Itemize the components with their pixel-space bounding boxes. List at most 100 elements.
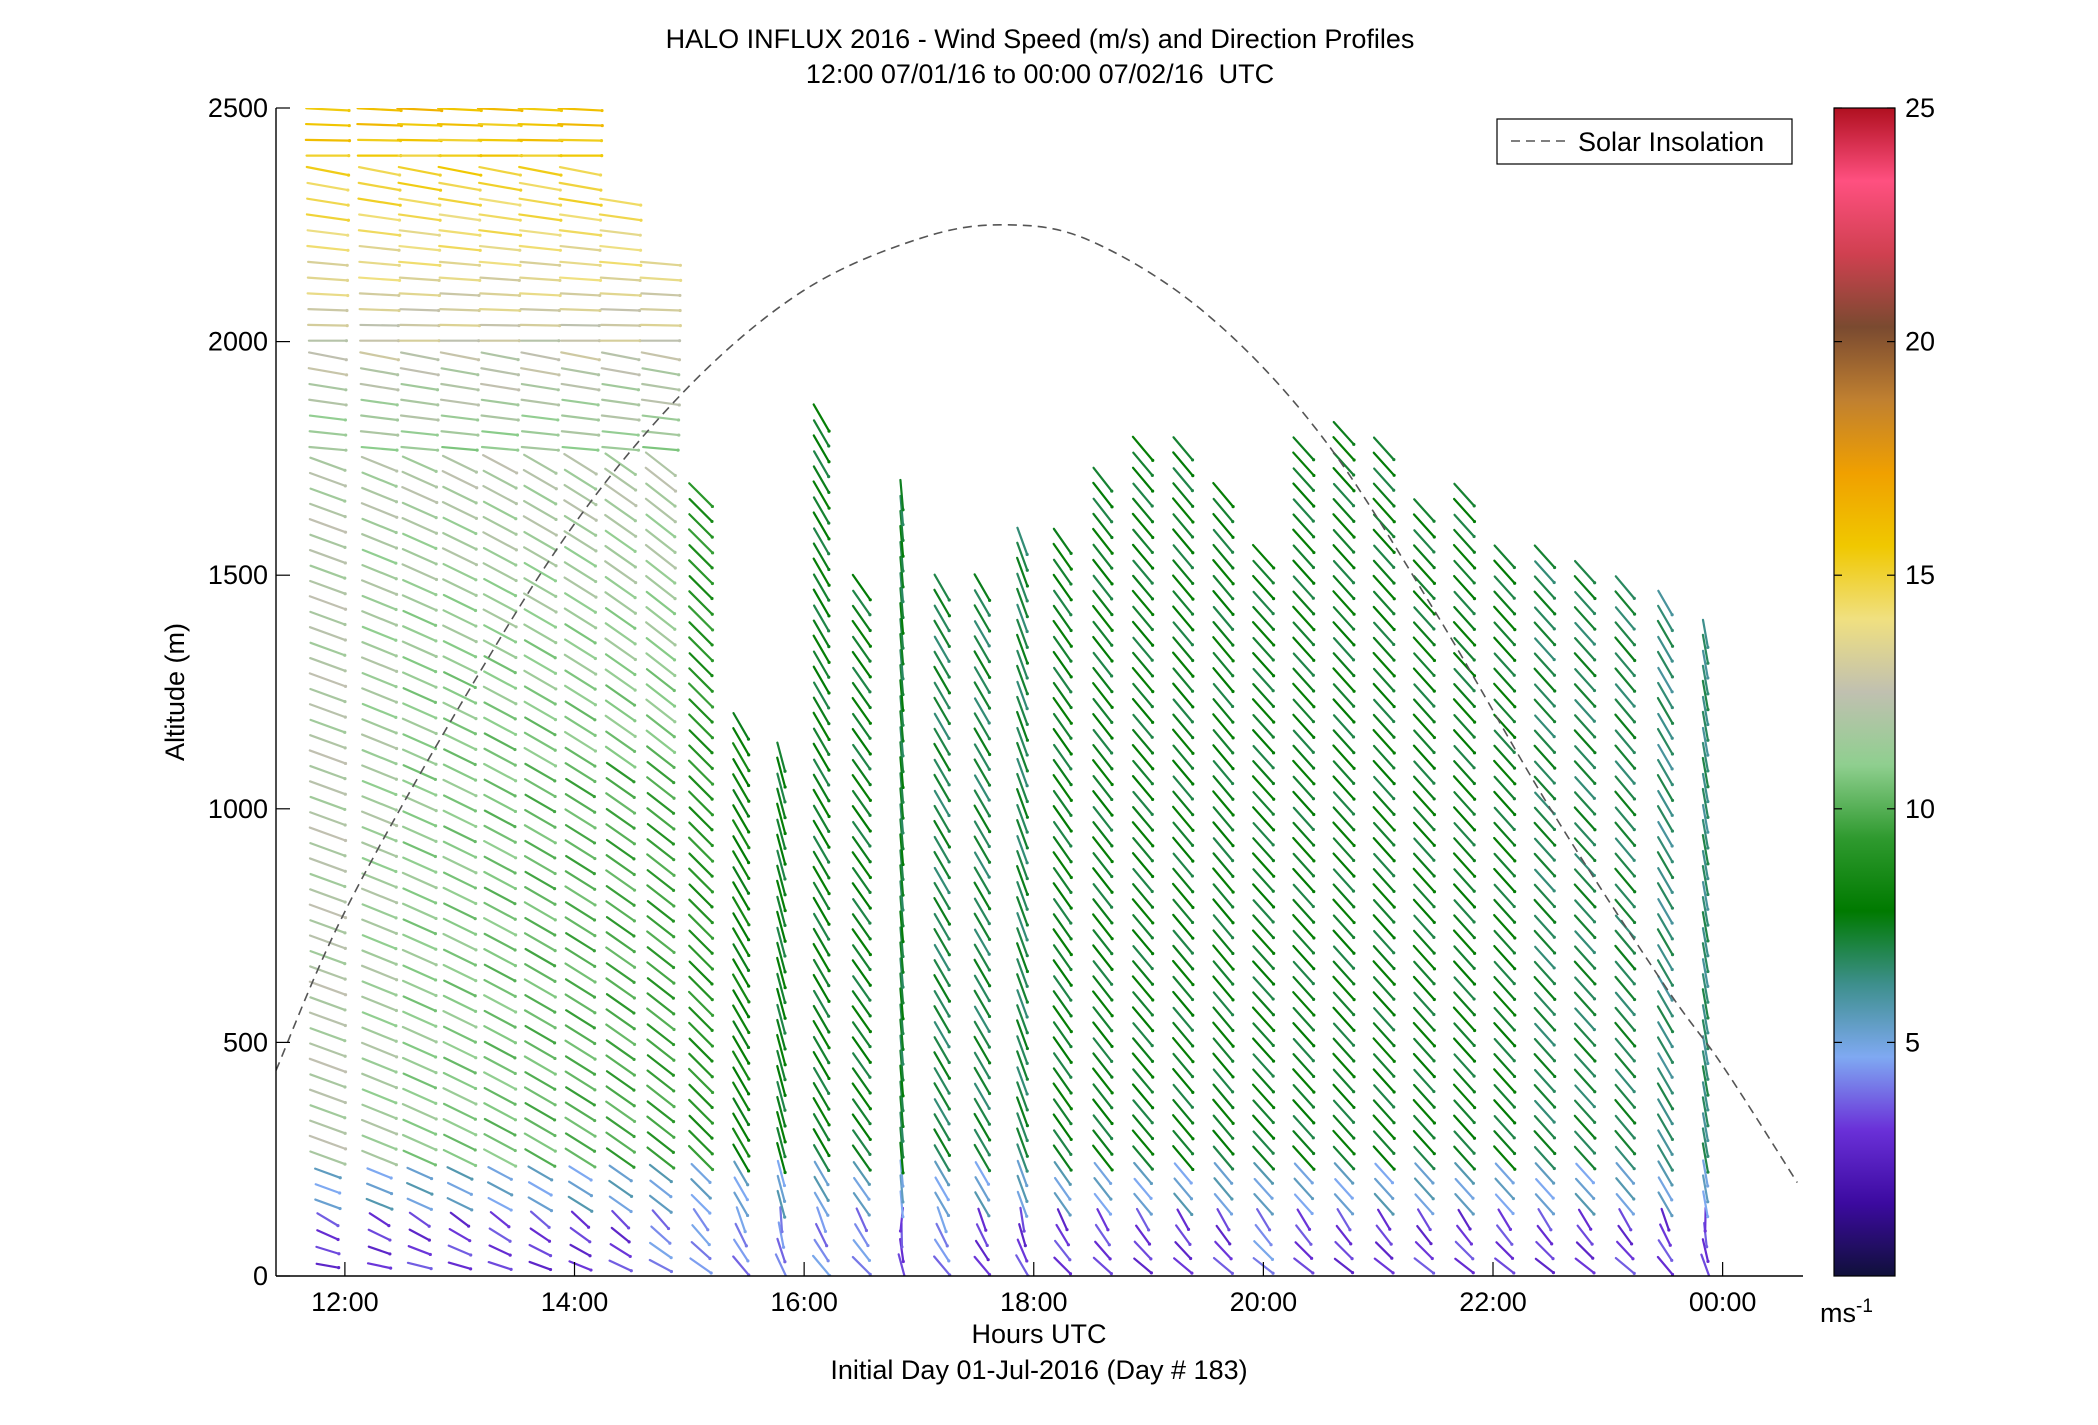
wind-vector	[520, 398, 560, 407]
wind-vector	[1332, 852, 1356, 878]
wind-vector-head	[1706, 753, 1710, 757]
wind-vector	[1372, 605, 1396, 631]
wind-vector-head	[987, 875, 991, 879]
wind-vector	[812, 1128, 831, 1157]
wind-vector-head	[1392, 581, 1396, 585]
wind-vector	[442, 1087, 478, 1106]
wind-vector	[479, 292, 521, 297]
wind-vector-head	[589, 1194, 594, 1198]
wind-vector-head	[827, 429, 831, 433]
wind-vector	[1332, 1006, 1356, 1032]
wind-vector-head	[1432, 997, 1436, 1002]
wind-vector	[1332, 760, 1355, 785]
wind-vector-head	[710, 1136, 714, 1140]
wind-vector	[646, 1023, 675, 1046]
wind-vector	[1701, 695, 1709, 726]
wind-vector	[1534, 637, 1556, 661]
wind-vector-head	[673, 520, 677, 524]
wind-vector-head	[433, 623, 438, 627]
wind-vector	[1292, 852, 1315, 877]
wind-vector-head	[394, 546, 399, 550]
wind-vector-head	[1311, 904, 1315, 909]
wind-vector-head	[1592, 1105, 1596, 1109]
wind-vector-head	[1150, 1136, 1155, 1141]
wind-vector	[973, 820, 991, 848]
wind-vector	[605, 1039, 636, 1061]
wind-vector-head	[827, 906, 831, 911]
wind-vector	[306, 292, 349, 297]
wind-vector	[933, 588, 951, 617]
wind-vector-head	[1592, 766, 1597, 770]
wind-vector-head	[474, 578, 478, 582]
wind-vector-head	[673, 566, 677, 570]
wind-vector	[438, 229, 482, 237]
wind-vector-head	[632, 1165, 636, 1169]
wind-vector-head	[1069, 921, 1073, 925]
wind-vector-head	[1231, 828, 1235, 832]
wind-vector	[852, 1192, 871, 1217]
wind-vector	[314, 1167, 342, 1179]
wind-vector	[1052, 1129, 1072, 1156]
wind-vector-head	[437, 293, 441, 298]
wind-vector	[483, 747, 517, 767]
wind-vector-head	[827, 937, 831, 941]
wind-vector-head	[1592, 950, 1596, 955]
wind-vector	[1372, 513, 1395, 538]
wind-vector	[688, 1037, 714, 1063]
wind-vector	[446, 1197, 473, 1212]
wind-vector	[1212, 574, 1234, 600]
wind-vector-head	[634, 488, 638, 492]
wind-vector	[777, 1221, 785, 1249]
colorbar-scale	[1833, 107, 1896, 1277]
wind-vector	[1212, 636, 1235, 662]
wind-vector	[1016, 989, 1029, 1019]
wind-vector-head	[987, 660, 991, 664]
wind-vector-head	[1110, 628, 1114, 632]
wind-vector-head	[343, 1147, 348, 1151]
wind-vector-head	[389, 1266, 393, 1270]
wind-vector	[480, 367, 520, 376]
wind-vector	[523, 592, 558, 614]
wind-vector-head	[1151, 1152, 1155, 1156]
wind-vector	[639, 323, 682, 327]
wind-vector-head	[823, 1229, 828, 1234]
wind-vector-head	[901, 985, 905, 989]
wind-vector-head	[520, 108, 524, 113]
wind-vector-head	[1350, 1270, 1355, 1275]
wind-vector-head	[1025, 954, 1029, 958]
wind-vector	[1132, 497, 1154, 523]
wind-vector-head	[556, 418, 560, 422]
wind-vector	[1292, 1145, 1315, 1171]
wind-vector-head	[1392, 828, 1396, 832]
wind-vector	[1453, 976, 1476, 1001]
wind-vector-head	[598, 173, 603, 177]
wind-vector	[1573, 960, 1596, 986]
wind-vector	[650, 1225, 671, 1245]
wind-vector	[523, 608, 557, 629]
wind-vector-head	[868, 860, 872, 864]
wind-vector-head	[746, 1259, 750, 1263]
wind-vector	[776, 802, 787, 835]
wind-vector-head	[1312, 1074, 1316, 1079]
wind-vector-head	[428, 1252, 432, 1257]
wind-vector	[933, 866, 951, 894]
wind-vector-head	[479, 173, 483, 177]
wind-vector	[476, 108, 523, 112]
wind-vector-head	[1110, 505, 1114, 509]
wind-vector-head	[559, 173, 563, 177]
wind-vector-head	[987, 968, 991, 972]
wind-vector-head	[1069, 705, 1073, 710]
wind-vector-head	[586, 1225, 591, 1229]
wind-vector-head	[513, 779, 518, 783]
wind-vector-head	[1352, 1013, 1356, 1017]
wind-vector-head	[673, 673, 677, 678]
wind-vector	[402, 887, 437, 904]
wind-vector-head	[637, 358, 641, 362]
wind-vector	[408, 1228, 431, 1242]
wind-vector-head	[553, 794, 557, 799]
wind-vector	[605, 823, 636, 845]
wind-vector-head	[1069, 582, 1073, 586]
wind-vector	[559, 244, 602, 252]
wind-vector-head	[553, 933, 557, 937]
wind-vector-head	[1110, 1106, 1114, 1110]
